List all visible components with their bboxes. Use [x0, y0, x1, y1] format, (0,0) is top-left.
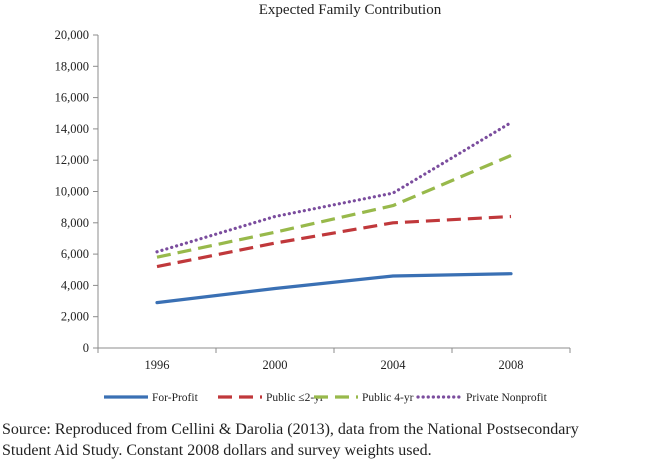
series-lines — [155, 120, 513, 305]
series-line-0 — [155, 272, 513, 305]
y-tick-label: 2,000 — [61, 310, 89, 324]
legend: For-Profit Public ≤2-yr Public 4-yr Private… — [104, 392, 548, 404]
y-tick-label: 18,000 — [55, 59, 89, 73]
chart-title: Expected Family Contribution — [259, 2, 442, 18]
legend-label-2: Public 4-yr — [362, 392, 414, 404]
y-tick-label: 16,000 — [55, 91, 89, 105]
y-tick-label: 12,000 — [55, 153, 89, 167]
caption-line-1: Source: Reproduced from Cellini & Daroli… — [2, 421, 579, 438]
y-axis-ticks: 0 2,000 4,000 6,000 8,000 10,000 12,000 14,000 1… — [55, 28, 98, 355]
chart: Expected Family Contribution 0 2,000 4,000… — [55, 2, 571, 404]
y-tick-label: 20,000 — [55, 28, 89, 42]
x-tick-label: 2004 — [381, 358, 407, 372]
caption-line-2: Student Aid Study. Constant 2008 dollars… — [2, 442, 432, 459]
y-tick-label: 10,000 — [55, 185, 89, 199]
x-tick-label: 2008 — [499, 358, 524, 372]
x-tick-label: 1996 — [145, 358, 170, 372]
y-tick-label: 8,000 — [61, 216, 89, 230]
legend-label-1: Public ≤2-yr — [266, 392, 324, 404]
y-tick-label: 4,000 — [61, 278, 89, 292]
x-tick-label: 2000 — [263, 358, 288, 372]
y-tick-label: 0 — [83, 341, 89, 355]
series-line-2 — [156, 154, 512, 259]
legend-label-0: For-Profit — [152, 392, 199, 404]
series-line-3 — [155, 120, 513, 254]
y-tick-label: 6,000 — [61, 247, 89, 261]
series-line-1 — [156, 214, 512, 269]
y-tick-label: 14,000 — [55, 122, 89, 136]
legend-label-3: Private Nonprofit — [466, 392, 548, 404]
source-caption: Source: Reproduced from Cellini & Daroli… — [2, 419, 662, 461]
x-axis-ticks: 1996 2000 2004 2008 — [97, 348, 571, 372]
